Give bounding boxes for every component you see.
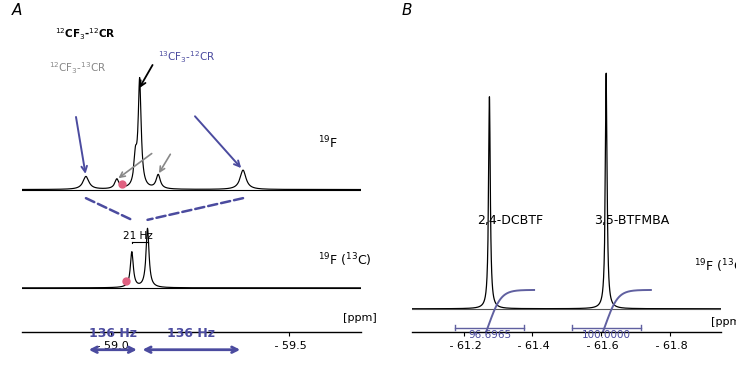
Text: $\mathit{B}$: $\mathit{B}$ <box>401 2 413 18</box>
Text: 136 Hz: 136 Hz <box>89 327 137 340</box>
Text: [ppm]: [ppm] <box>343 312 377 323</box>
Text: $^{12}$CF$_3$-$^{12}$CR: $^{12}$CF$_3$-$^{12}$CR <box>55 26 116 42</box>
Text: 21 Hz: 21 Hz <box>123 231 153 241</box>
Text: $\mathit{A}$: $\mathit{A}$ <box>11 2 24 18</box>
Text: $^{19}$F ($^{13}$C): $^{19}$F ($^{13}$C) <box>318 251 372 269</box>
Text: 3,5-BTFMBA: 3,5-BTFMBA <box>594 214 670 227</box>
Text: [ppm]: [ppm] <box>711 317 736 327</box>
Text: $^{12}$CF$_3$-$^{13}$CR: $^{12}$CF$_3$-$^{13}$CR <box>49 61 107 76</box>
Text: 2,4-DCBTF: 2,4-DCBTF <box>478 214 544 227</box>
Text: $^{19}$F ($^{13}$C): $^{19}$F ($^{13}$C) <box>694 257 736 275</box>
Text: 100.0000: 100.0000 <box>581 330 631 340</box>
Text: $^{19}$F: $^{19}$F <box>318 135 338 152</box>
Text: $^{13}$CF$_3$-$^{12}$CR: $^{13}$CF$_3$-$^{12}$CR <box>158 49 216 65</box>
Text: 96.6965: 96.6965 <box>468 330 511 340</box>
Text: 136 Hz: 136 Hz <box>167 327 216 340</box>
